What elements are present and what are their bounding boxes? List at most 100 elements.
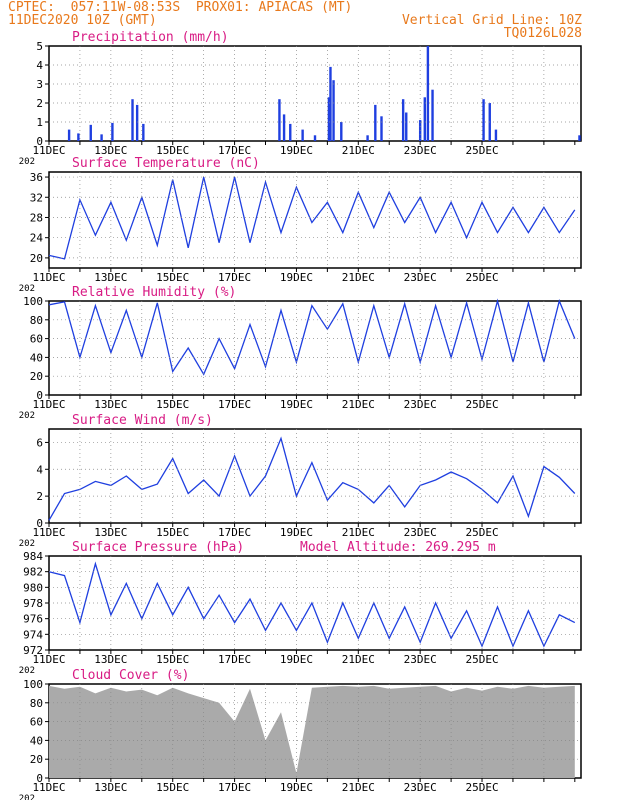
y-tick-label: 20 — [30, 370, 43, 383]
y-tick-label: 0 — [36, 517, 43, 530]
precip-bar — [301, 129, 304, 141]
panel-frame — [48, 300, 582, 396]
x-tick-label: 13DEC — [94, 781, 127, 794]
precip-bar — [142, 123, 145, 141]
x-tick-label: 19DEC — [280, 653, 313, 666]
y-tick-label: 1 — [36, 116, 43, 129]
y-tick-label: 0 — [36, 772, 43, 785]
y-tick-label: 974 — [23, 628, 43, 641]
x-tick-label: 21DEC — [342, 398, 375, 411]
x-tick-label: 15DEC — [156, 653, 189, 666]
precip-bar — [313, 135, 317, 141]
x-tick-label: 19DEC — [280, 526, 313, 539]
y-tick-label: 3 — [36, 78, 43, 91]
x-tick-label: 11DEC — [32, 398, 65, 411]
precip-bar — [374, 104, 377, 141]
panel-title: Surface Pressure (hPa) — [72, 540, 244, 555]
x-tick-label: 17DEC — [218, 398, 251, 411]
x-tick-label: 25DEC — [465, 271, 498, 284]
x-year-label: 202 — [19, 666, 35, 676]
x-tick-label: 11DEC — [32, 144, 65, 157]
x-tick-label: 13DEC — [94, 144, 127, 157]
y-tick-label: 980 — [23, 581, 43, 594]
precip-bar — [89, 124, 92, 141]
precip-bar — [77, 133, 80, 141]
x-tick-label: 17DEC — [218, 781, 251, 794]
precip-bar — [278, 99, 281, 141]
panel-frame — [48, 428, 582, 524]
x-tick-label: 23DEC — [404, 653, 437, 666]
x-tick-label: 13DEC — [94, 271, 127, 284]
x-tick-label: 25DEC — [465, 653, 498, 666]
panel-title: Surface Temperature (nC) — [72, 156, 260, 171]
x-tick-label: 11DEC — [32, 526, 65, 539]
y-tick-label: 100 — [23, 678, 43, 691]
x-year-label: 202 — [19, 411, 35, 421]
x-tick-label: 25DEC — [465, 781, 498, 794]
precip-bar — [423, 97, 427, 141]
x-year-label: 202 — [19, 539, 35, 549]
x-tick-label: 11DEC — [32, 271, 65, 284]
precip-bar — [431, 89, 434, 141]
y-tick-label: 0 — [36, 389, 43, 402]
x-year-label: 202 — [19, 284, 35, 294]
x-tick-label: 15DEC — [156, 526, 189, 539]
header-date: 11DEC2020 10Z (GMT) — [8, 13, 157, 28]
y-tick-label: 60 — [30, 716, 43, 729]
y-tick-label: 982 — [23, 566, 43, 579]
header-station-line: CPTEC: 057:11W-08:53S PROX01: APIACAS (M… — [8, 0, 353, 15]
y-tick-label: 5 — [36, 40, 43, 53]
precip-bar — [100, 134, 103, 141]
y-tick-label: 20 — [30, 252, 43, 265]
precip-bar — [67, 129, 71, 141]
x-tick-label: 23DEC — [404, 526, 437, 539]
precip-bar — [494, 129, 498, 141]
y-tick-label: 976 — [23, 613, 43, 626]
x-tick-label: 19DEC — [280, 398, 313, 411]
panel-frame — [48, 171, 582, 269]
panel-frame — [48, 45, 582, 142]
series-line — [48, 436, 576, 521]
x-tick-label: 21DEC — [342, 781, 375, 794]
precip-bar — [327, 97, 331, 141]
x-tick-label: 25DEC — [465, 144, 498, 157]
panel-4: 0 2 4 6 11DEC 13DEC 15DEC 17DEC 19DEC 21DEC 23DEC 2… — [19, 413, 582, 549]
precip-bar — [401, 99, 405, 141]
model-altitude-label: Model Altitude: 269.295 m — [300, 540, 496, 555]
precip-bar — [578, 135, 581, 141]
y-tick-label: 20 — [30, 753, 43, 766]
x-tick-label: 21DEC — [342, 144, 375, 157]
panel-title: Surface Wind (m/s) — [72, 413, 213, 428]
y-tick-label: 40 — [30, 351, 43, 364]
x-tick-label: 13DEC — [94, 653, 127, 666]
y-tick-label: 60 — [30, 333, 43, 346]
x-tick-label: 21DEC — [342, 526, 375, 539]
x-tick-label: 13DEC — [94, 526, 127, 539]
x-tick-label: 23DEC — [404, 398, 437, 411]
precip-bar — [131, 99, 134, 141]
x-tick-label: 13DEC — [94, 398, 127, 411]
x-tick-label: 15DEC — [156, 781, 189, 794]
x-tick-label: 15DEC — [156, 144, 189, 157]
y-tick-label: 978 — [23, 597, 43, 610]
x-tick-label: 17DEC — [218, 271, 251, 284]
y-tick-label: 4 — [36, 59, 43, 72]
x-tick-label: 21DEC — [342, 653, 375, 666]
series-line — [48, 298, 576, 376]
precip-bar — [289, 123, 292, 141]
precip-bar — [482, 99, 485, 141]
y-tick-label: 28 — [30, 211, 43, 224]
precip-bar — [111, 122, 114, 141]
x-tick-label: 15DEC — [156, 271, 189, 284]
y-tick-label: 972 — [23, 644, 43, 657]
x-year-label: 202 — [19, 794, 35, 800]
y-tick-label: 100 — [23, 295, 43, 308]
x-tick-label: 19DEC — [280, 271, 313, 284]
x-tick-label: 15DEC — [156, 398, 189, 411]
x-tick-label: 19DEC — [280, 144, 313, 157]
y-tick-label: 32 — [30, 191, 43, 204]
x-tick-label: 21DEC — [342, 271, 375, 284]
x-tick-label: 17DEC — [218, 144, 251, 157]
y-tick-label: 2 — [36, 97, 43, 110]
y-tick-label: 2 — [36, 490, 43, 503]
